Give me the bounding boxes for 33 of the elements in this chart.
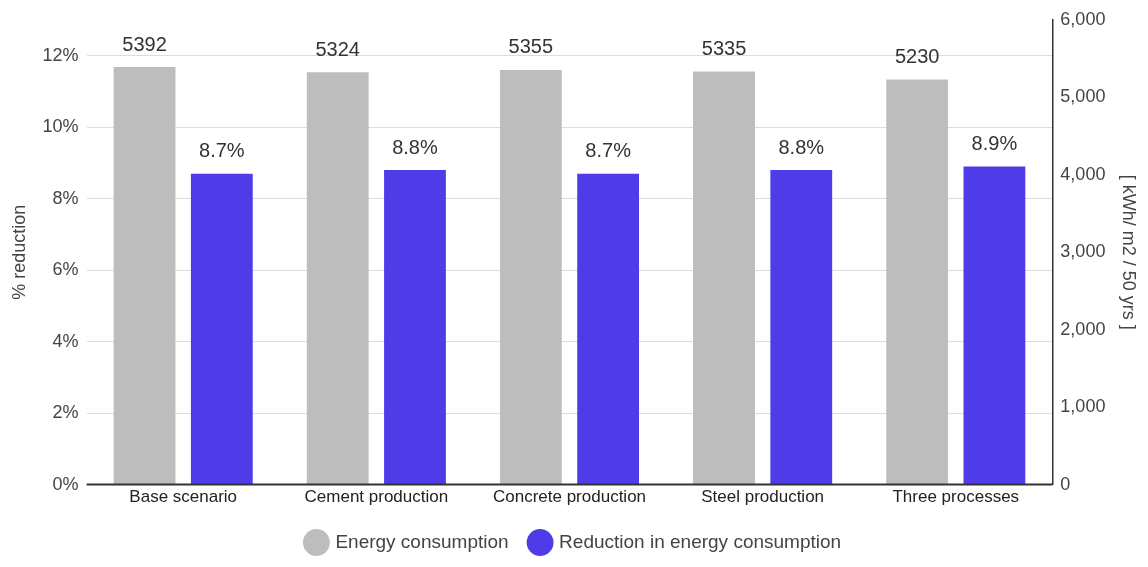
y-tick-label: 10%	[42, 116, 79, 137]
x-tick-label: Three processes	[892, 487, 1020, 507]
y-tick-label: 8%	[52, 187, 79, 208]
x-tick-label: Concrete production	[492, 487, 647, 507]
data-label: 8.7%	[585, 139, 632, 162]
data-label: 8.9%	[971, 132, 1018, 155]
y2-axis-title: [ kWh/ m2 / 50 yrs ]	[1119, 174, 1140, 330]
data-label: 5324	[315, 37, 360, 60]
data-label: 8.8%	[392, 135, 438, 158]
y-tick-label: 4%	[52, 330, 79, 351]
y-tick-label: 12%	[42, 44, 79, 65]
legend-label: Energy consumption	[335, 530, 509, 552]
x-tick-label: Steel production	[701, 487, 825, 507]
y-tick-label: 2%	[52, 402, 79, 423]
data-label: 5355	[508, 35, 554, 58]
y2-tick-label: 3,000	[1060, 241, 1106, 262]
data-label: 5335	[701, 37, 747, 60]
x-tick-label: Base scenario	[129, 487, 238, 507]
y2-tick-label: 5,000	[1060, 86, 1106, 107]
x-tick-label: Cement production	[304, 487, 449, 507]
data-label: 5392	[122, 32, 167, 55]
y2-tick-label: 0	[1060, 473, 1071, 494]
legend-label: Reduction in energy consumption	[559, 530, 842, 552]
data-label: 8.7%	[199, 139, 245, 162]
data-label: 5230	[894, 45, 940, 68]
y-tick-label: 0%	[52, 473, 79, 494]
y2-tick-label: 2,000	[1060, 318, 1106, 339]
data-label: 8.8%	[778, 135, 825, 158]
y2-tick-label: 1,000	[1060, 396, 1106, 417]
y2-tick-label: 4,000	[1060, 163, 1106, 184]
y-tick-label: 6%	[52, 259, 79, 280]
y2-tick-label: 6,000	[1060, 8, 1106, 29]
y-axis-title: % reduction	[8, 204, 29, 300]
